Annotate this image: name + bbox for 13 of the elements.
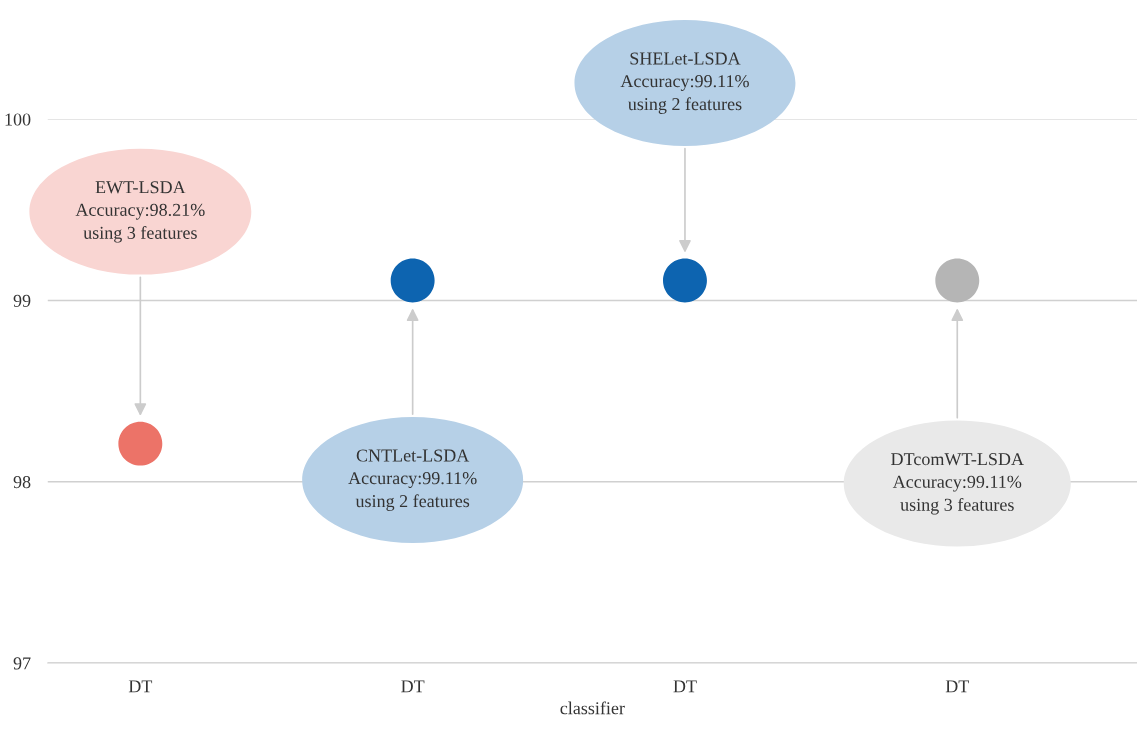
y-tick-label: 97 [13,657,31,670]
text: SHELet-LSDA Accuracy:99.11% using 2 features [620,52,749,114]
y-tick-label: 100 [5,113,31,126]
annotation: EWT-LSDA Accuracy:98.21% using 3 features [75,181,205,243]
x-tick-label: DT [673,680,697,693]
y-tick-label: 99 [13,294,31,307]
annotation: CNTLet-LSDA Accuracy:99.11% using 2 features [348,449,477,511]
x-tick-label: DT [945,680,970,693]
x-tick-label: DT [401,680,425,693]
y-tick-label: 98 [13,475,31,489]
x-tick-label: DT [128,680,153,693]
annotation: DTcomWT-LSDA Accuracy:99.11% using 3 features [891,453,1024,515]
x-axis-title: classifier [560,701,625,715]
